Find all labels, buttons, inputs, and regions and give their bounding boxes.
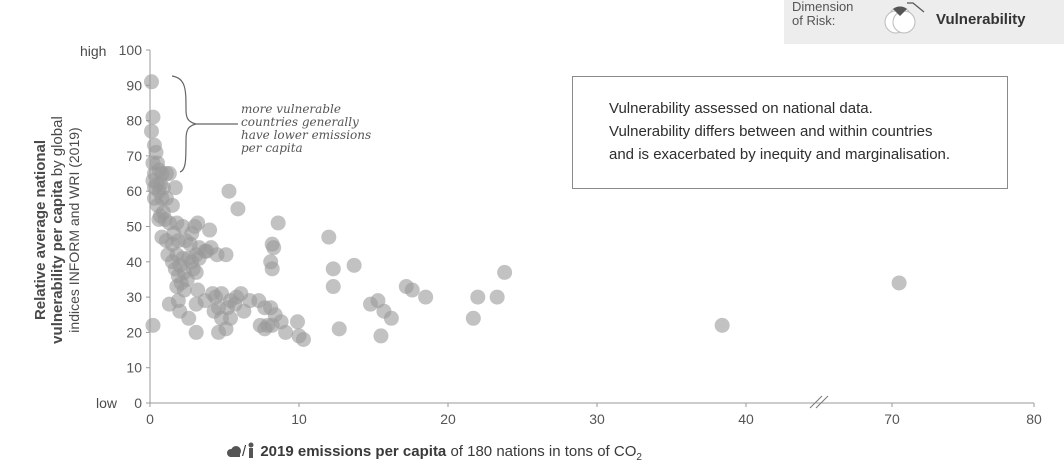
y-tick-label: 70 (126, 148, 142, 164)
data-point (190, 282, 206, 298)
data-point (230, 201, 246, 217)
x-tick-label: 80 (1026, 411, 1042, 427)
y-tick-label: 90 (126, 77, 142, 93)
y-axis-title: Relative average national vulnerability … (32, 90, 82, 370)
x-tick-label: 40 (738, 411, 754, 427)
x-ticks: 0 10 20 30 40 70 80 (146, 403, 1042, 427)
y-low-label: low (96, 395, 118, 411)
data-point (270, 215, 286, 231)
x-tick-label: 70 (884, 411, 900, 427)
note-box: Vulnerability assessed on national data.… (572, 76, 1008, 189)
x-title-bold: 2019 emissions per capita (260, 443, 447, 460)
data-point (221, 183, 237, 199)
x-title-subscript: 2 (636, 452, 642, 463)
data-point (346, 257, 362, 273)
dimension-legend: Dimension of Risk: Vulnerability (784, 0, 1064, 44)
legend-label-line2: of Risk: (792, 13, 836, 28)
data-point (181, 310, 197, 326)
data-point (278, 324, 294, 340)
y-ticks: 0 10 20 30 40 50 60 70 80 90 100 (119, 42, 150, 411)
data-point (167, 180, 183, 196)
data-point (187, 219, 203, 234)
data-point (161, 166, 177, 182)
data-point (714, 317, 730, 333)
data-point (497, 264, 513, 280)
note-line-2: Vulnerability differs between and within… (609, 123, 933, 140)
data-points (143, 74, 907, 347)
x-axis-title: / 2019 emissions per capita of 180 natio… (226, 442, 642, 463)
x-tick-label: 0 (146, 411, 154, 427)
data-point (202, 222, 218, 238)
person-icon (248, 442, 254, 458)
annotation-bracket (171, 75, 197, 173)
risk-venn-icon (884, 2, 925, 34)
data-point (143, 123, 159, 139)
data-point (290, 314, 306, 330)
data-point (170, 233, 186, 249)
data-point (188, 324, 204, 340)
y-tick-label: 40 (126, 254, 142, 270)
x-title-icon-separator: / (242, 443, 247, 460)
data-point (143, 74, 159, 90)
data-point (373, 328, 389, 344)
y-tick-label: 100 (119, 42, 143, 58)
data-point (489, 289, 505, 305)
note-line-3: and is exacerbated by inequity and margi… (609, 146, 951, 163)
data-point (325, 261, 341, 277)
data-point (236, 303, 252, 319)
annotation-line-3: have lower emissions (241, 128, 372, 142)
data-point (891, 275, 907, 291)
y-tick-label: 0 (134, 395, 142, 411)
data-point (465, 310, 481, 326)
y-tick-label: 30 (126, 289, 142, 305)
data-point (325, 279, 341, 295)
data-point (218, 321, 234, 337)
data-point (218, 247, 234, 263)
data-point (295, 331, 311, 347)
y-title-line3: indices INFORM and WRI (2019) (66, 127, 82, 333)
y-tick-label: 20 (126, 324, 142, 340)
data-point (264, 261, 280, 277)
cloud-icon (227, 446, 241, 457)
data-point (197, 293, 213, 309)
x-title-normal: of 180 nations in tons of CO (446, 443, 637, 460)
axis-break-marker (809, 395, 829, 409)
y-title-line2-bold: vulnerability per capita (49, 180, 66, 344)
data-point (145, 109, 161, 125)
y-title-line2-normal: by global (49, 116, 66, 181)
data-point (257, 321, 273, 337)
data-point (383, 310, 399, 326)
legend-label-line1: Dimension (792, 0, 854, 14)
annotation-line-1: more vulnerable (241, 102, 341, 116)
y-title-line2: vulnerability per capita by global (49, 90, 66, 370)
data-point (331, 321, 347, 337)
y-tick-label: 50 (126, 219, 142, 235)
annotation-line-2: countries generally (241, 115, 359, 129)
y-tick-label: 10 (126, 360, 142, 376)
legend-label: Dimension of Risk: (792, 0, 872, 28)
note-line-1: Vulnerability assessed on national data. (609, 100, 873, 117)
y-high-label: high (80, 43, 106, 59)
data-point (470, 289, 486, 305)
x-tick-label: 30 (589, 411, 605, 427)
annotation-line-4: per capita (241, 141, 303, 155)
x-tick-label: 20 (440, 411, 456, 427)
y-tick-label: 80 (126, 113, 142, 129)
y-tick-label: 60 (126, 183, 142, 199)
y-title-line1: Relative average national (32, 139, 49, 321)
data-point (266, 240, 282, 256)
data-point (321, 229, 337, 245)
legend-value: Vulnerability (936, 11, 1026, 28)
data-point (145, 317, 161, 333)
data-point (404, 282, 420, 298)
data-point (418, 289, 434, 305)
x-tick-label: 10 (291, 411, 307, 427)
